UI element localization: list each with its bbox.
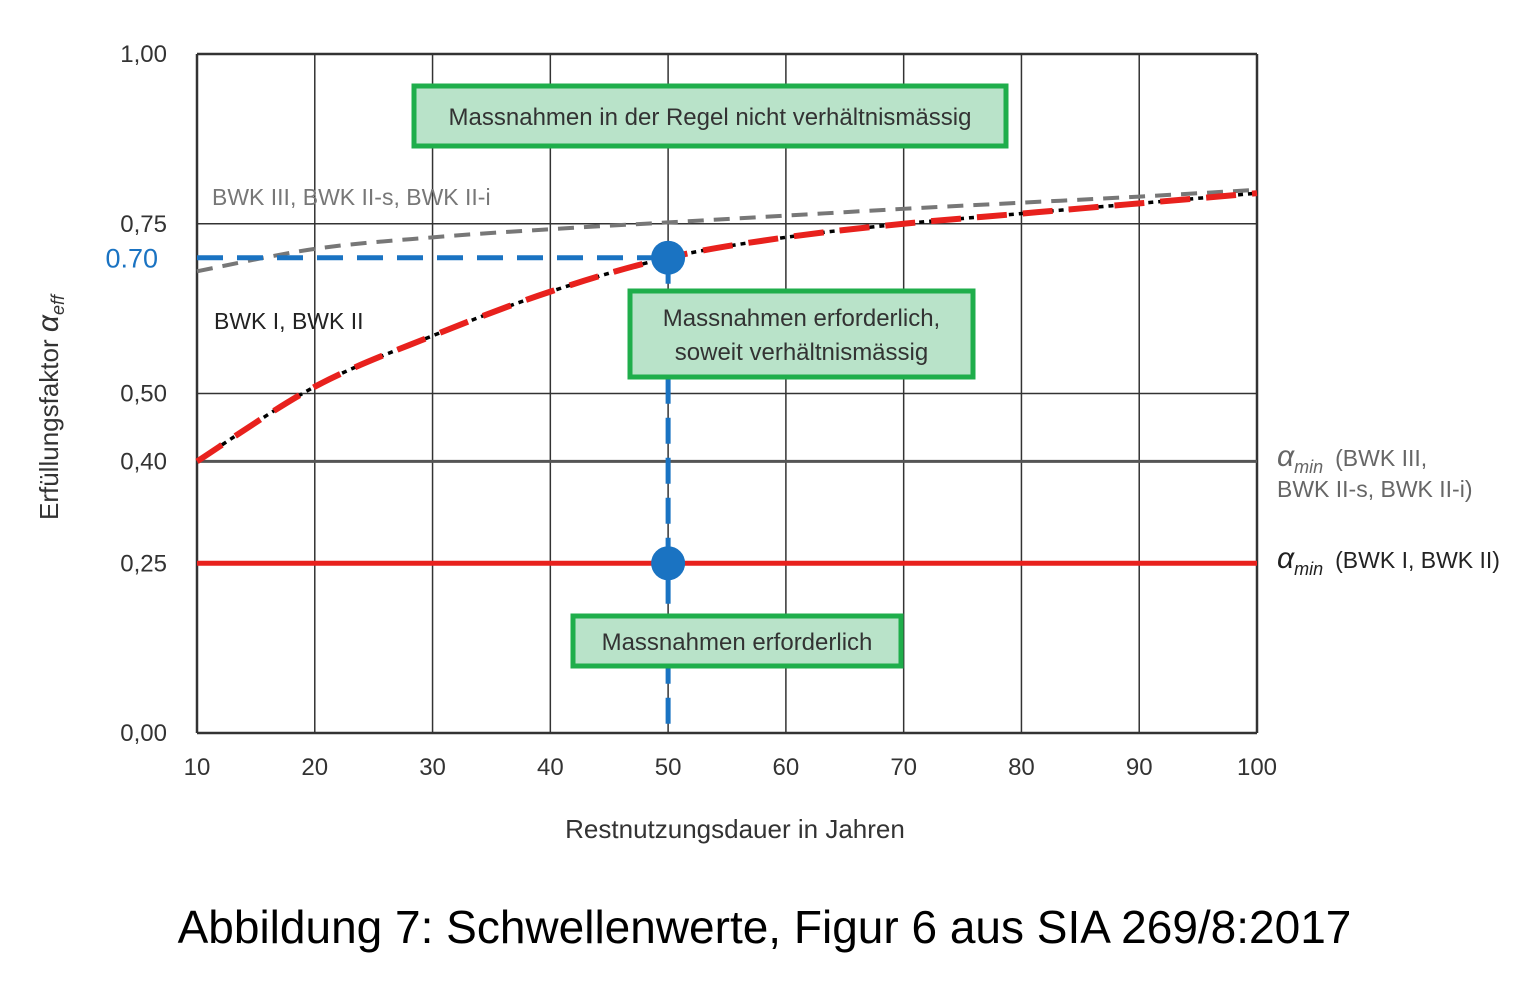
label-red-series: BWK I, BWK II	[214, 308, 364, 334]
annotation-bottom-box	[570, 613, 904, 669]
x-tick-label: 80	[1008, 754, 1035, 781]
alpha-min-gray-label-line2: BWK II-s, BWK II-i)	[1277, 476, 1473, 502]
figure-caption: Abbildung 7: Schwellenwerte, Figur 6 aus…	[177, 901, 1352, 953]
tick-labels: 10 20 30 40 50 60 70 80 90 100 0,00 0,25 0,40 0,50 0,7…	[32, 41, 1277, 844]
annotation-middle-text: soweit verhältnismässig	[675, 339, 928, 366]
annotation-top-text: Massnahmen in der Regel nicht verhältnis…	[449, 104, 972, 131]
chart: 10 20 30 40 50 60 70 80 90 100 0,00 0,25 0,40 0,50 0,7…	[32, 41, 1500, 844]
series-gray-curve	[196, 187, 1258, 274]
y-tick-label: 0,25	[120, 550, 167, 577]
x-tick-label: 20	[301, 754, 328, 781]
annotation-middle-text: Massnahmen erforderlich,	[663, 305, 940, 332]
annotation-top-box	[411, 83, 1009, 149]
series	[195, 187, 1258, 733]
x-tick-label: 40	[537, 754, 564, 781]
series-red-curve	[195, 190, 1258, 464]
alpha-min-gray-label: αmin (BWK III,	[1277, 440, 1427, 477]
y-tick-label: 0,75	[120, 211, 167, 238]
annotations: Massnahmen in der Regel nicht verhältnis…	[212, 83, 1500, 669]
annotation-bottom-text: Massnahmen erforderlich	[602, 629, 873, 656]
annotation-middle-box	[627, 288, 976, 380]
x-tick-label: 100	[1237, 754, 1277, 781]
y-value-070-label: 0.70	[105, 244, 158, 274]
x-tick-label: 90	[1126, 754, 1153, 781]
x-tick-label: 60	[773, 754, 800, 781]
y-tick-label: 0,00	[120, 720, 167, 747]
data-point	[651, 240, 686, 275]
alpha-min-red-label: αmin (BWK I, BWK II)	[1277, 542, 1500, 579]
y-tick-label: 0,50	[120, 381, 167, 408]
x-axis-label: Restnutzungsdauer in Jahren	[565, 814, 905, 844]
label-gray-series: BWK III, BWK II-s, BWK II-i	[212, 184, 491, 210]
y-axis-label: Erfüllungsfaktor αeff	[32, 293, 68, 520]
x-tick-label: 70	[890, 754, 917, 781]
y-tick-label: 0,40	[120, 448, 167, 475]
y-tick-label: 1,00	[120, 41, 167, 68]
data-point	[651, 546, 686, 581]
x-tick-label: 30	[419, 754, 446, 781]
x-tick-label: 10	[184, 754, 211, 781]
x-tick-label: 50	[655, 754, 682, 781]
